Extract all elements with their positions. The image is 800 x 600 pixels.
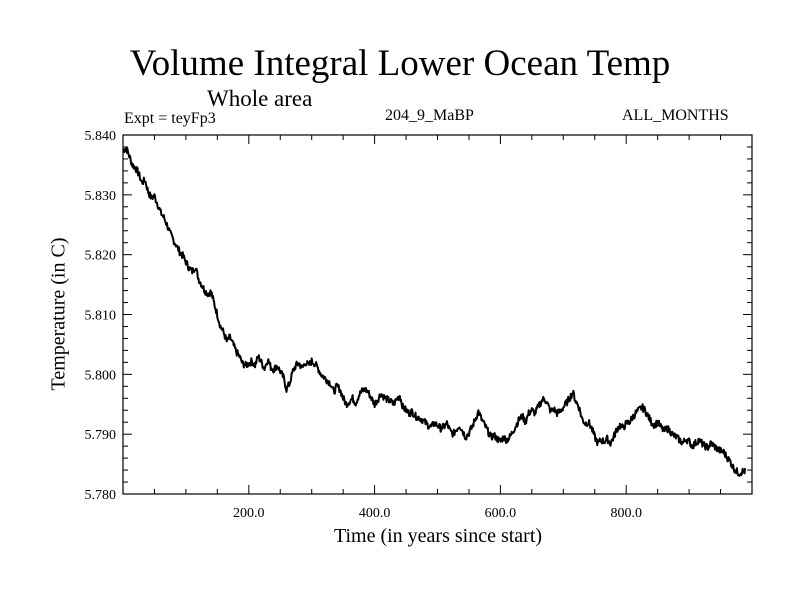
y-tick-label: 5.800 (85, 368, 117, 383)
x-tick-label: 200.0 (233, 506, 265, 521)
axis-ticks (123, 134, 752, 495)
chart-title: Volume Integral Lower Ocean Temp (129, 43, 671, 84)
x-tick-label: 600.0 (485, 506, 517, 521)
months-label: ALL_MONTHS (622, 107, 729, 124)
period-label: 204_9_MaBP (385, 107, 474, 124)
y-tick-label: 5.790 (85, 428, 117, 443)
x-axis-label: Time (in years since start) (333, 525, 543, 547)
y-tick-label: 5.810 (85, 309, 117, 324)
x-tick-label: 800.0 (610, 506, 642, 521)
x-tick-label: 400.0 (359, 506, 391, 521)
y-tick-label: 5.820 (85, 249, 117, 264)
series-line (122, 147, 747, 477)
y-tick-label: 5.780 (85, 488, 117, 503)
y-tick-label: 5.840 (85, 129, 117, 144)
plot-frame (122, 134, 753, 495)
y-tick-label: 5.830 (85, 189, 117, 204)
experiment-label: Expt = teyFp3 (124, 110, 216, 127)
chart-subtitle: Whole area (207, 86, 313, 111)
tick-labels: 200.0 400.0 600.0 800.0 5.780 5.790 5.800 5.810… (85, 129, 642, 521)
